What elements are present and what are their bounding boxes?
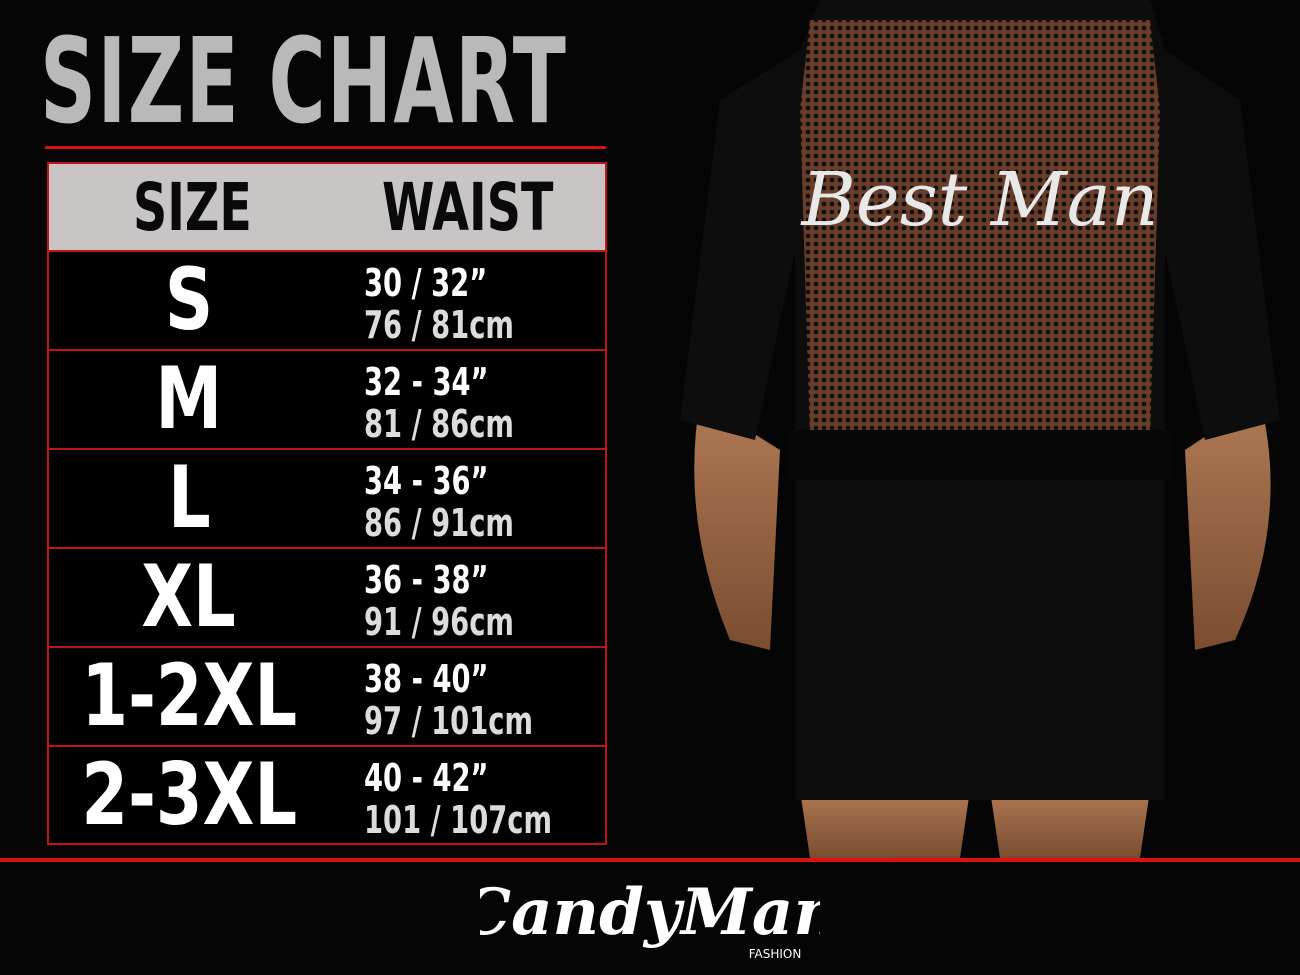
waist-inches: 30 / 32”	[364, 261, 488, 305]
header-waist: WAIST	[382, 168, 554, 246]
table-header: SIZE WAIST	[49, 164, 605, 252]
table-row: 2-3XL 40 - 42” 101 / 107cm	[49, 745, 605, 845]
waist-inches: 34 - 36”	[364, 459, 489, 503]
table-row: 1-2XL 38 - 40” 97 / 101cm	[49, 648, 605, 747]
svg-text:CandyMan: CandyMan	[480, 875, 820, 950]
robe-print-text: Best Man	[800, 157, 1159, 243]
size-label: M	[155, 349, 223, 449]
waist-cm: 91 / 96cm	[364, 600, 514, 644]
title-divider	[45, 146, 606, 149]
waist-cm: 101 / 107cm	[364, 798, 552, 842]
waist-inches: 32 - 34”	[364, 360, 489, 404]
header-size: SIZE	[133, 168, 252, 246]
table-row: S 30 / 32” 76 / 81cm	[49, 252, 605, 351]
table-row: L 34 - 36” 86 / 91cm	[49, 450, 605, 549]
product-image-robe: Best Man	[680, 0, 1280, 858]
size-label: 1-2XL	[81, 646, 297, 746]
waist-inches: 40 - 42”	[364, 756, 489, 800]
waist-cm: 97 / 101cm	[364, 699, 533, 743]
page-title: SIZE CHART	[40, 12, 568, 150]
size-label: S	[164, 250, 214, 350]
waist-inches: 36 - 38”	[364, 558, 489, 602]
waist-cm: 86 / 91cm	[364, 501, 514, 545]
size-table: SIZE WAIST S 30 / 32” 76 / 81cm M 32 - 34…	[47, 162, 607, 845]
size-label: 2-3XL	[81, 745, 297, 845]
brand-logo: CandyMan FASHION	[480, 875, 820, 961]
waist-cm: 81 / 86cm	[364, 402, 514, 446]
size-label: XL	[141, 547, 237, 647]
waist-cm: 76 / 81cm	[364, 303, 514, 347]
size-label: L	[167, 448, 211, 548]
table-row: XL 36 - 38” 91 / 96cm	[49, 549, 605, 648]
svg-text:FASHION: FASHION	[749, 947, 802, 961]
table-row: M 32 - 34” 81 / 86cm	[49, 351, 605, 450]
waist-inches: 38 - 40”	[364, 657, 489, 701]
footer-divider	[0, 858, 1300, 862]
